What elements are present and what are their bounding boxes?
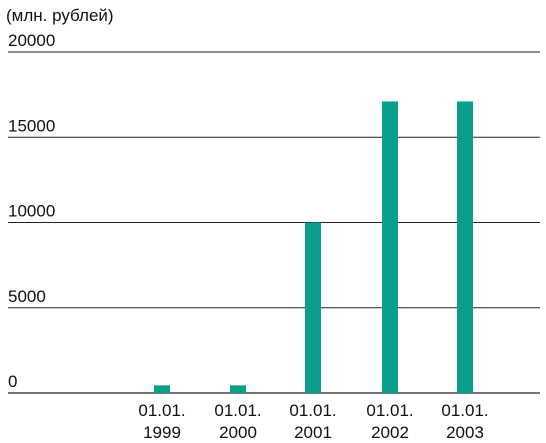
x-tick-label: 01.01. [441, 401, 488, 420]
y-tick-label: 15000 [8, 116, 55, 135]
x-tick-label: 01.01. [214, 401, 261, 420]
bar [457, 101, 473, 393]
x-tick-label: 1999 [143, 423, 181, 442]
x-tick-label: 01.01. [289, 401, 336, 420]
y-tick-label: 20000 [8, 31, 55, 50]
x-tick-label: 01.01. [366, 401, 413, 420]
x-tick-label: 2000 [219, 423, 257, 442]
y-tick-label: 0 [8, 372, 17, 391]
y-tick-label: 10000 [8, 202, 55, 221]
bar [305, 222, 321, 393]
bar [154, 385, 170, 393]
bar [230, 385, 246, 393]
y-axis-unit-label: (млн. рублей) [6, 6, 114, 25]
x-tick-label: 2002 [371, 423, 409, 442]
x-tick-label: 2001 [294, 423, 332, 442]
bar [382, 101, 398, 393]
x-tick-label: 2003 [446, 423, 484, 442]
y-tick-label: 5000 [8, 287, 46, 306]
x-tick-label: 01.01. [138, 401, 185, 420]
